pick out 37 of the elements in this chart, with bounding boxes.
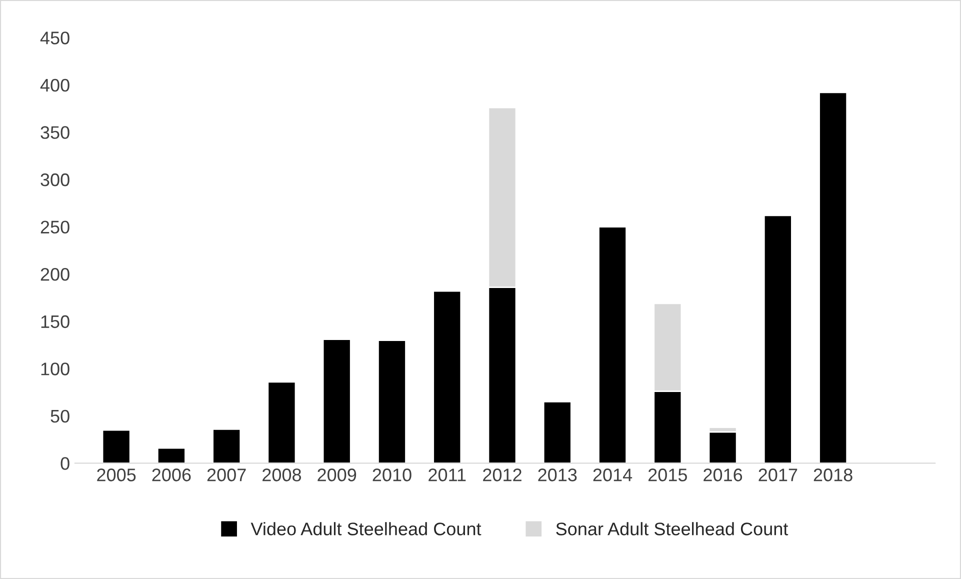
bar bbox=[156, 447, 186, 464]
legend-label: Video Adult Steelhead Count bbox=[250, 522, 482, 536]
bar bbox=[267, 381, 296, 464]
y-tick-label: 400 bbox=[40, 78, 70, 92]
y-tick-label: 150 bbox=[41, 315, 70, 328]
y-tick-label: 450 bbox=[40, 32, 70, 44]
x-tick-label: 2011 bbox=[428, 468, 466, 482]
bar bbox=[432, 290, 462, 464]
x-tick-label: 2015 bbox=[648, 468, 687, 482]
bar bbox=[322, 338, 352, 464]
bar bbox=[763, 214, 792, 464]
bar bbox=[102, 429, 131, 464]
bar bbox=[542, 401, 572, 464]
y-tick-label: 100 bbox=[41, 362, 70, 376]
bar bbox=[818, 92, 848, 464]
y-tick-label: 200 bbox=[40, 268, 70, 281]
x-tick-label: 2010 bbox=[372, 468, 412, 482]
x-tick-label: 2009 bbox=[318, 468, 356, 482]
y-tick-label: 0 bbox=[60, 457, 70, 470]
y-tick-label: 250 bbox=[40, 220, 70, 234]
x-tick-label: 2018 bbox=[814, 468, 852, 482]
x-tick-label: 2017 bbox=[758, 468, 798, 482]
x-tick-label: 2008 bbox=[262, 468, 302, 482]
bar bbox=[212, 428, 242, 464]
x-tick-label: 2006 bbox=[152, 468, 191, 482]
bar bbox=[598, 226, 627, 464]
x-tick-label: 2014 bbox=[593, 468, 632, 482]
x-tick-label: 2005 bbox=[97, 468, 136, 482]
x-tick-label: 2007 bbox=[207, 468, 246, 482]
x-tick-label: 2013 bbox=[538, 468, 577, 482]
x-tick-label: 2016 bbox=[704, 468, 742, 482]
y-tick-label: 350 bbox=[40, 126, 70, 139]
y-tick-label: 50 bbox=[50, 410, 70, 423]
bar bbox=[378, 340, 406, 464]
x-tick-label: 2012 bbox=[483, 468, 522, 482]
legend-label: Sonar Adult Steelhead Count bbox=[556, 522, 788, 536]
y-tick-label: 300 bbox=[40, 173, 70, 186]
